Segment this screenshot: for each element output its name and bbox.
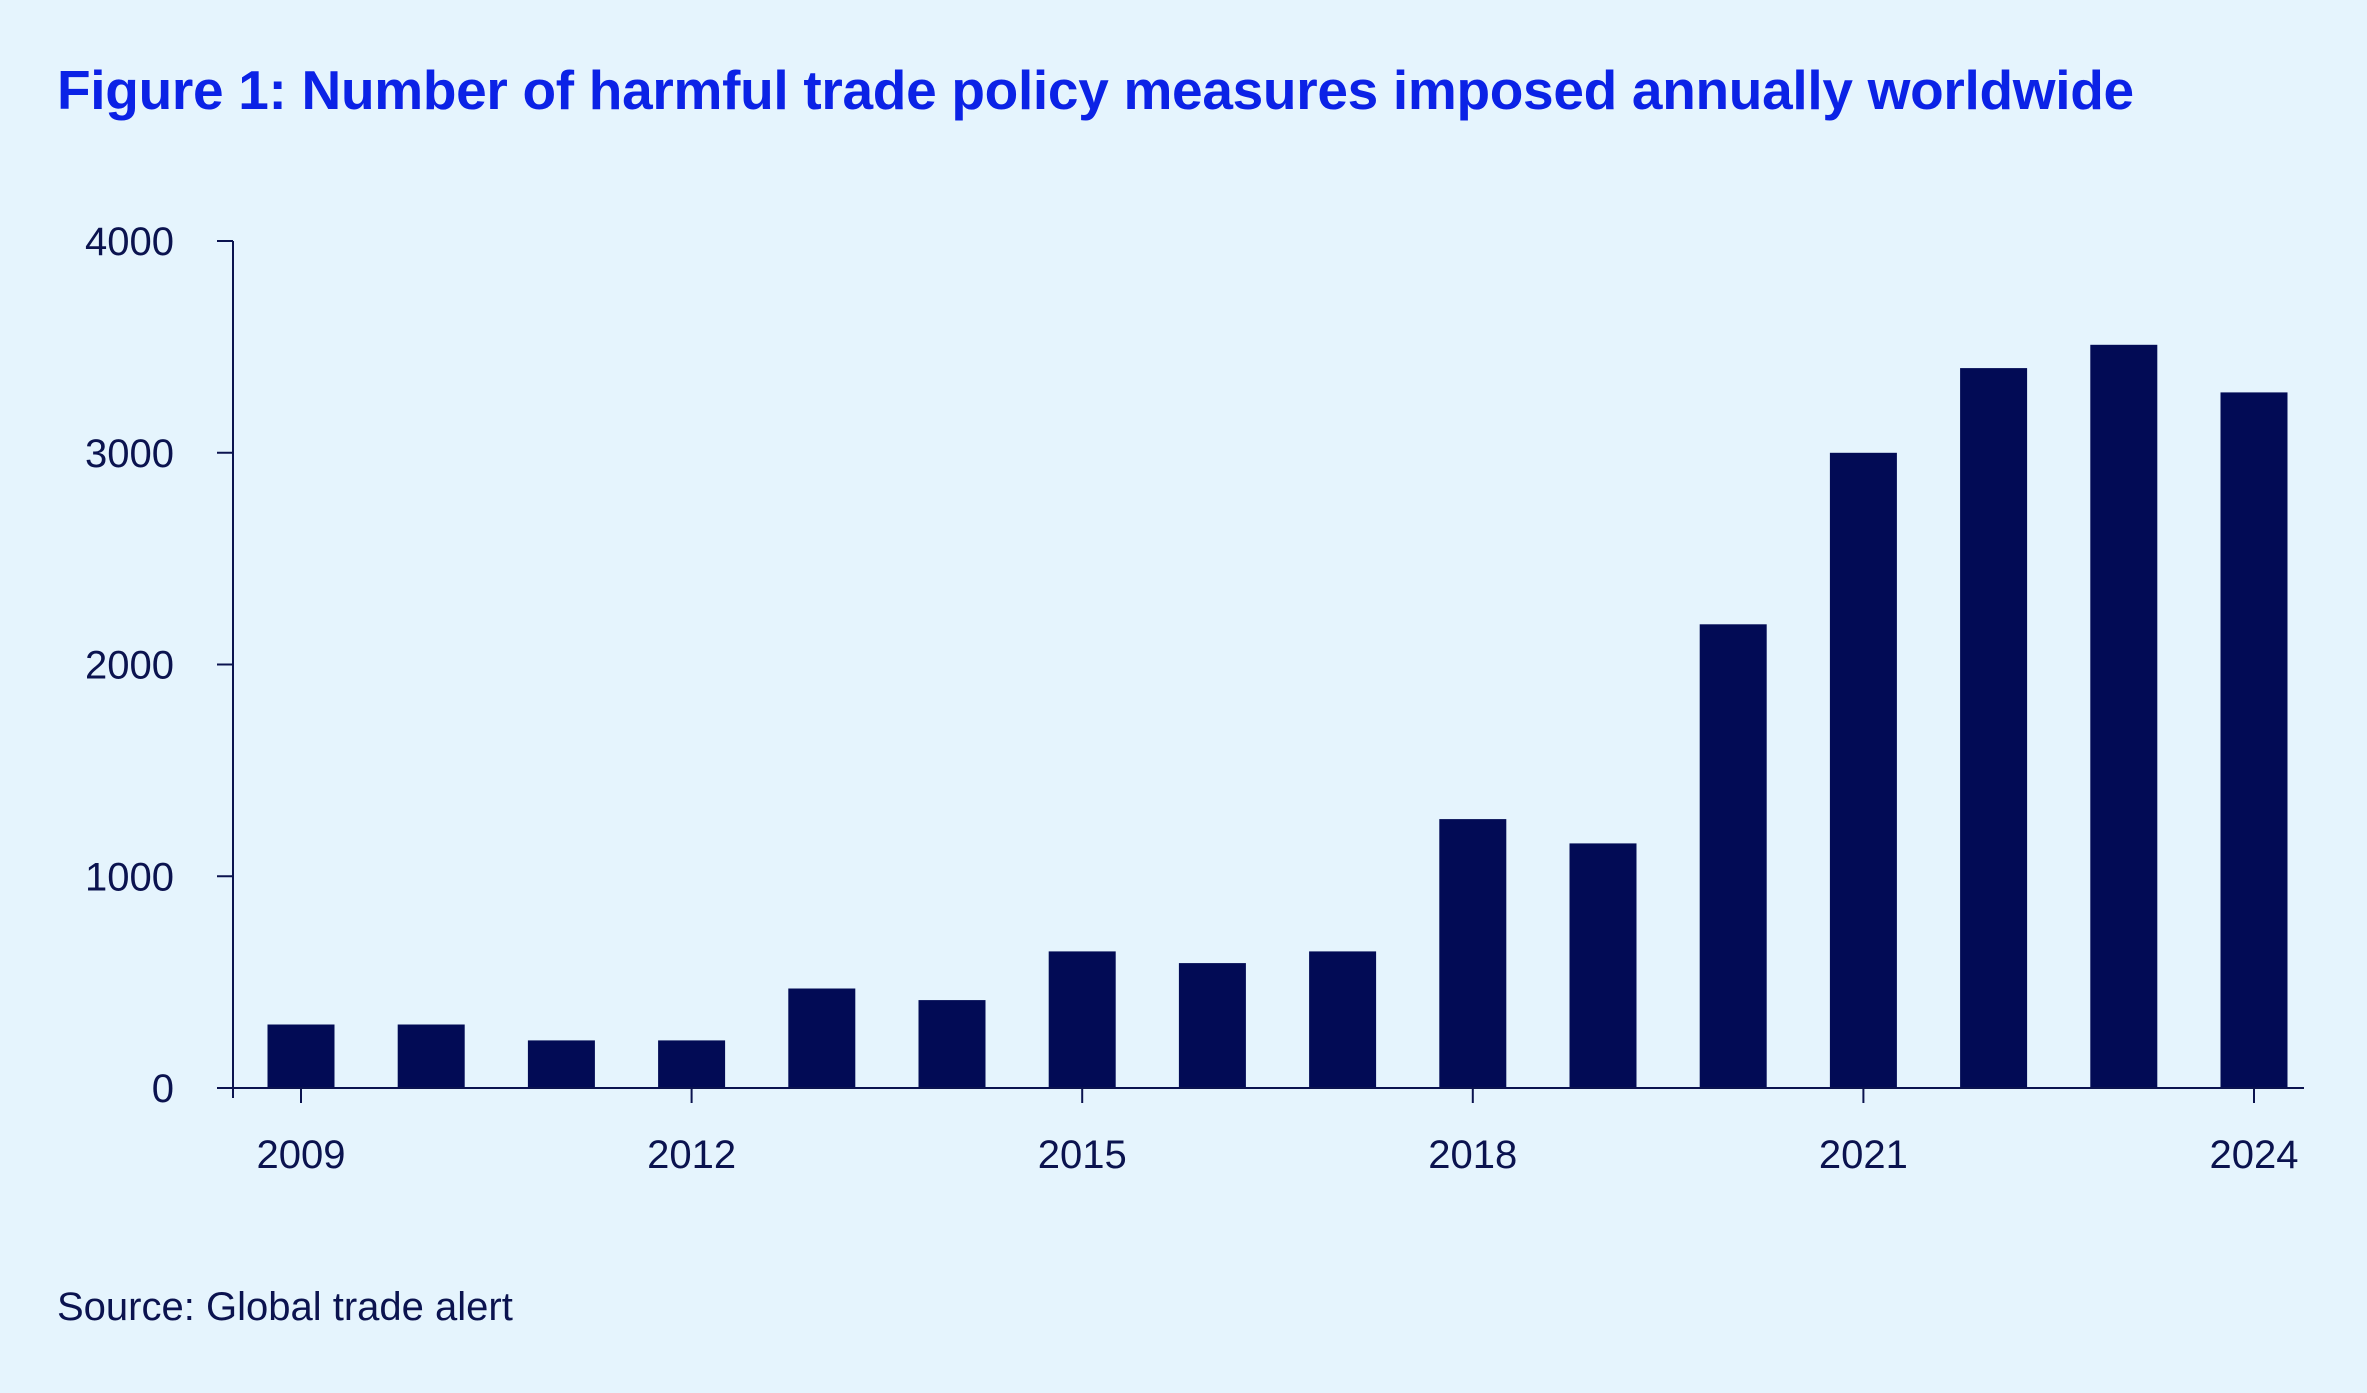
x-tick-label-2024: 2024 xyxy=(2210,1133,2299,1177)
bar-2019: 2019: 1155 xyxy=(1569,843,1637,1088)
bar-2011: 2011: 225 xyxy=(527,1040,595,1088)
bar-2013: 2013: 470 xyxy=(788,988,856,1088)
x-tick-label-2009: 2009 xyxy=(257,1133,346,1177)
bar-2012: 2012: 225 xyxy=(658,1040,726,1088)
bar-2024: 2024: 3285 xyxy=(2220,392,2288,1088)
bar-2016: 2016: 590 xyxy=(1178,963,1246,1088)
bar-2017: 2017: 645 xyxy=(1309,951,1377,1088)
y-tick-label-4000: 4000 xyxy=(85,220,174,264)
source-note: Source: Global trade alert xyxy=(57,1285,513,1329)
bar-2014: 2014: 415 xyxy=(918,1000,986,1088)
bar-2010: 2010: 300 xyxy=(397,1024,465,1088)
chart-title: Figure 1: Number of harmful trade policy… xyxy=(57,59,2134,121)
bars-group: 2009: 300 2010: 300 2011: 225 2012: 225 2013… xyxy=(267,344,2288,1089)
bar-2021: 2021: 3000 xyxy=(1829,452,1897,1089)
tick-labels-group: 0 1000 2000 3000 4000 2009 2012 2015 2018 2021 202… xyxy=(85,220,2298,1177)
bar-2015: 2015: 645 xyxy=(1048,951,1116,1088)
x-tick-label-2021: 2021 xyxy=(1819,1133,1908,1177)
y-tick-label-3000: 3000 xyxy=(85,432,174,476)
y-tick-label-2000: 2000 xyxy=(85,644,174,688)
axes-group xyxy=(217,240,2304,1103)
bar-2023: 2023: 3510 xyxy=(2090,344,2158,1088)
y-tick-label-0: 0 xyxy=(152,1067,174,1111)
x-tick-label-2015: 2015 xyxy=(1038,1133,1127,1177)
x-tick-label-2012: 2012 xyxy=(647,1133,736,1177)
bar-2009: 2009: 300 xyxy=(267,1024,335,1088)
bar-2020: 2020: 2190 xyxy=(1699,624,1767,1088)
y-tick-label-1000: 1000 xyxy=(85,855,174,899)
bar-2022: 2022: 3400 xyxy=(1960,368,2028,1089)
bar-2018: 2018: 1270 xyxy=(1439,819,1507,1088)
x-tick-label-2018: 2018 xyxy=(1428,1133,1517,1177)
